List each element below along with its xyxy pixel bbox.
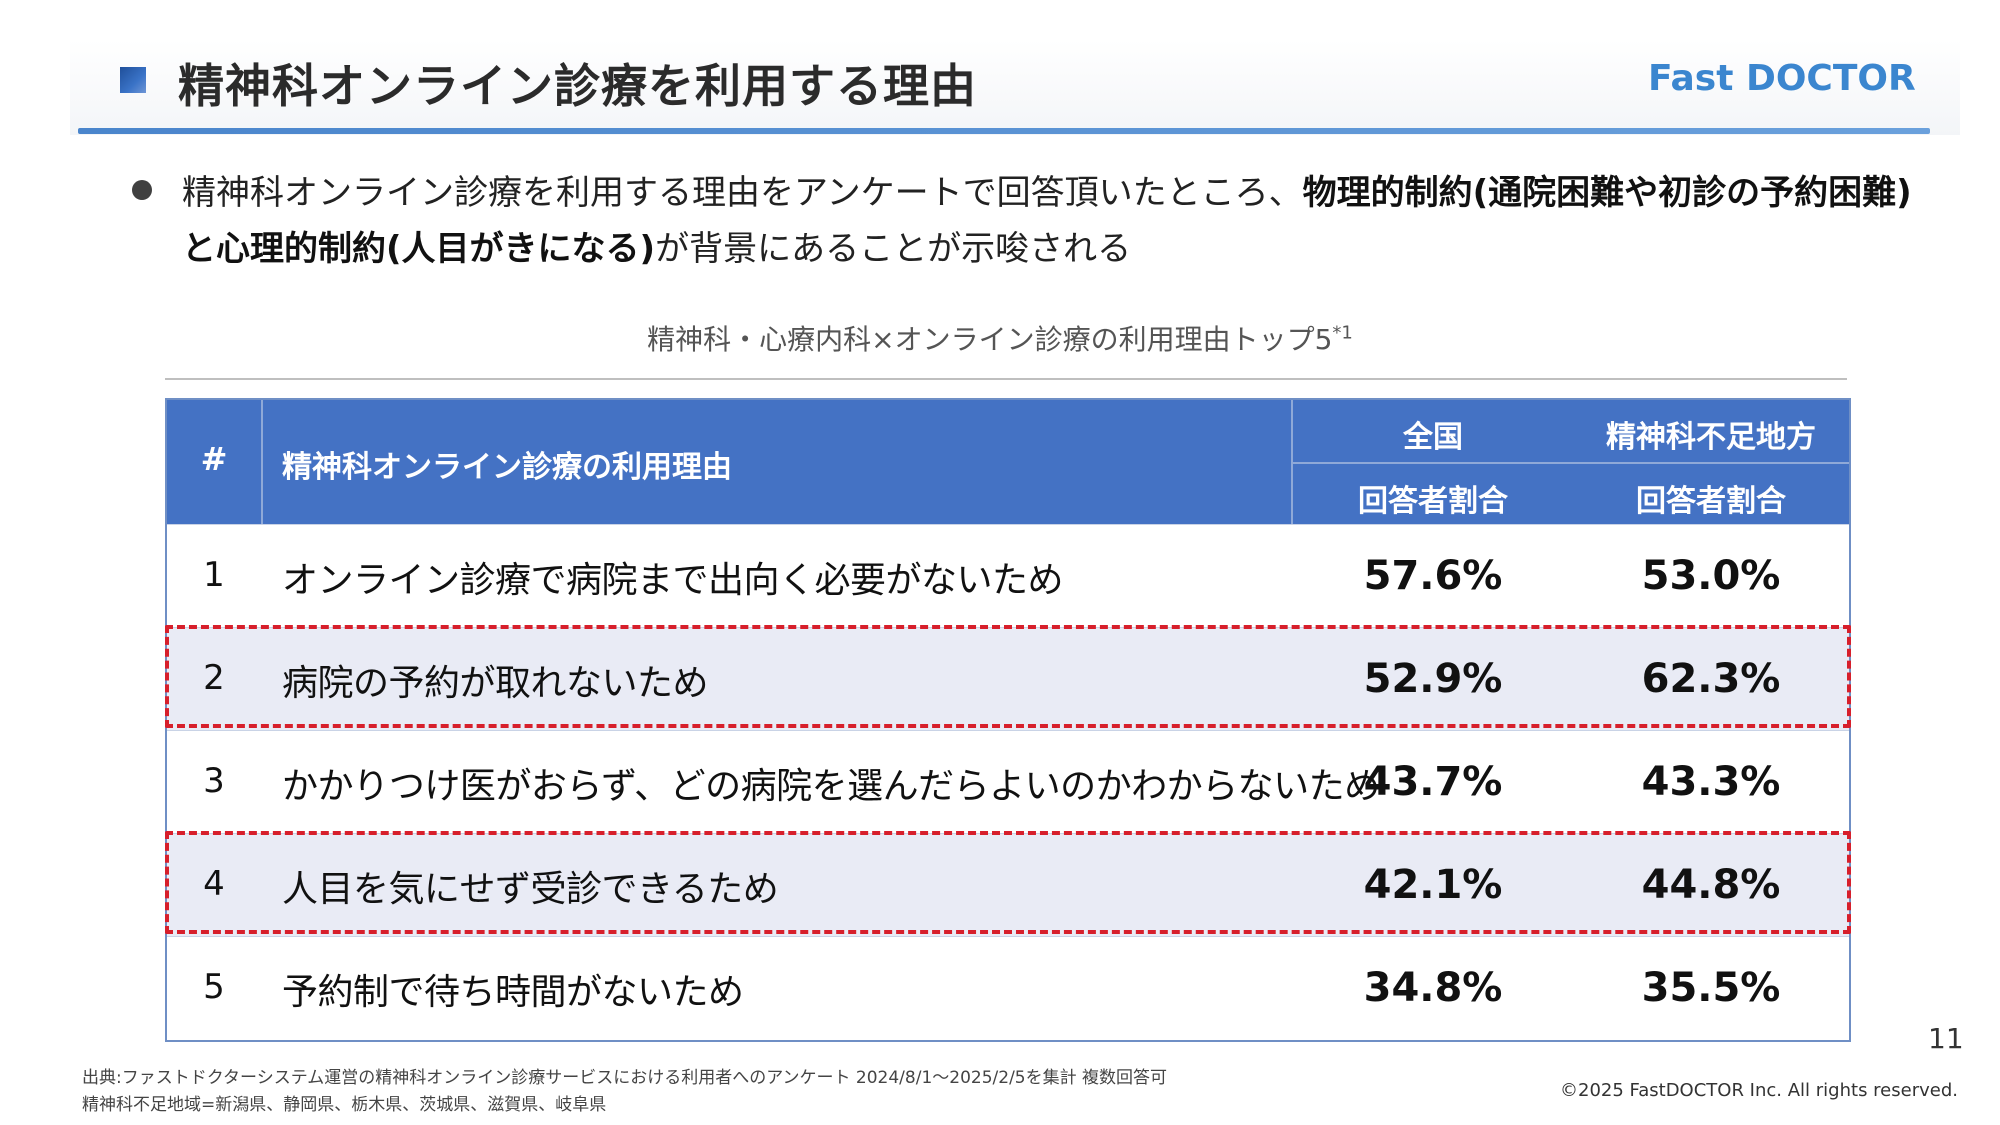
row-shortage-value: 35.5% xyxy=(1641,965,1781,1011)
source-footnote: 出典:ファストドクターシステム運営の精神科オンライン診療サービスにおける利用者へ… xyxy=(82,1068,1168,1088)
row-national-value: 43.7% xyxy=(1363,759,1503,805)
row-number: 2 xyxy=(203,658,225,698)
header-national: 全国 xyxy=(1403,420,1463,455)
table-caption-text: 精神科・心療内科×オンライン診療の利用理由トップ5 xyxy=(647,323,1333,356)
region-footnote: 精神科不足地域=新潟県、静岡県、栃木県、茨城県、滋賀県、岐阜県 xyxy=(82,1095,607,1115)
highlight-box-row-4 xyxy=(165,831,1851,934)
table-row: 5 予約制で待ち時間がないため 34.8% 35.5% xyxy=(167,936,1849,1039)
table-row: 2 病院の予約が取れないため 52.9% 62.3% xyxy=(167,627,1849,730)
row-shortage-value: 44.8% xyxy=(1641,862,1781,908)
summary-text: 精神科オンライン診療を利用する理由をアンケートで回答頂いたところ、物理的制約(通… xyxy=(182,165,1922,277)
summary-bold: 物理的制約(通院困難や初診の予約困難)と心理的制約(人目がきになる) xyxy=(182,173,1912,269)
table-header: # 精神科オンライン診療の利用理由 全国 精神科不足地方 回答者割合 回答者割合 xyxy=(167,400,1849,524)
row-national-value: 57.6% xyxy=(1363,553,1503,599)
row-national-value: 52.9% xyxy=(1363,656,1503,702)
row-shortage-value: 43.3% xyxy=(1641,759,1781,805)
row-number: 3 xyxy=(203,761,225,801)
row-number: 4 xyxy=(203,864,225,904)
page-number: 11 xyxy=(1928,1022,1964,1055)
table-caption: 精神科・心療内科×オンライン診療の利用理由トップ5*1 xyxy=(0,318,2000,358)
row-reason: オンライン診療で病院まで出向く必要がないため xyxy=(282,560,1064,601)
row-reason: 病院の予約が取れないため xyxy=(282,663,709,704)
page-title: 精神科オンライン診療を利用する理由 xyxy=(178,59,977,113)
bullet-icon xyxy=(132,180,152,200)
header-band xyxy=(70,40,1960,135)
header-shortage-region: 精神科不足地方 xyxy=(1606,420,1816,455)
header-divider xyxy=(1291,400,1293,524)
header-shortage-sub: 回答者割合 xyxy=(1636,484,1786,519)
row-shortage-value: 62.3% xyxy=(1641,656,1781,702)
row-reason: かかりつけ医がおらず、どの病院を選んだらよいのかわからないため xyxy=(282,766,1380,807)
title-square-icon xyxy=(120,67,146,93)
table-row: 3 かかりつけ医がおらず、どの病院を選んだらよいのかわからないため 43.7% … xyxy=(167,730,1849,833)
row-shortage-value: 53.0% xyxy=(1641,553,1781,599)
header-num: # xyxy=(200,440,228,478)
summary-part1: 精神科オンライン診療を利用する理由をアンケートで回答頂いたところ、 xyxy=(182,173,1303,213)
row-national-value: 42.1% xyxy=(1363,862,1503,908)
row-reason: 予約制で待ち時間がないため xyxy=(282,972,744,1013)
header-reason: 精神科オンライン診療の利用理由 xyxy=(282,450,732,485)
row-reason: 人目を気にせず受診できるため xyxy=(282,869,779,910)
row-national-value: 34.8% xyxy=(1363,965,1503,1011)
header-rule xyxy=(78,128,1930,134)
fastdoctor-logo: Fast DOCTOR xyxy=(1648,58,1916,99)
highlight-box-row-2 xyxy=(165,625,1851,728)
header-divider xyxy=(1293,462,1849,464)
summary-part2: が背景にあることが示唆される xyxy=(655,229,1132,269)
row-number: 1 xyxy=(203,555,225,595)
reasons-table: # 精神科オンライン診療の利用理由 全国 精神科不足地方 回答者割合 回答者割合… xyxy=(165,398,1851,1042)
header-national-sub: 回答者割合 xyxy=(1358,484,1508,519)
table-row: 1 オンライン診療で病院まで出向く必要がないため 57.6% 53.0% xyxy=(167,524,1849,627)
row-number: 5 xyxy=(203,967,225,1007)
caption-rule xyxy=(165,378,1847,380)
copyright: ©2025 FastDOCTOR Inc. All rights reserve… xyxy=(1560,1080,1958,1101)
table-row: 4 人目を気にせず受診できるため 42.1% 44.8% xyxy=(167,833,1849,936)
header-divider xyxy=(261,400,263,524)
table-caption-note: *1 xyxy=(1332,322,1353,344)
